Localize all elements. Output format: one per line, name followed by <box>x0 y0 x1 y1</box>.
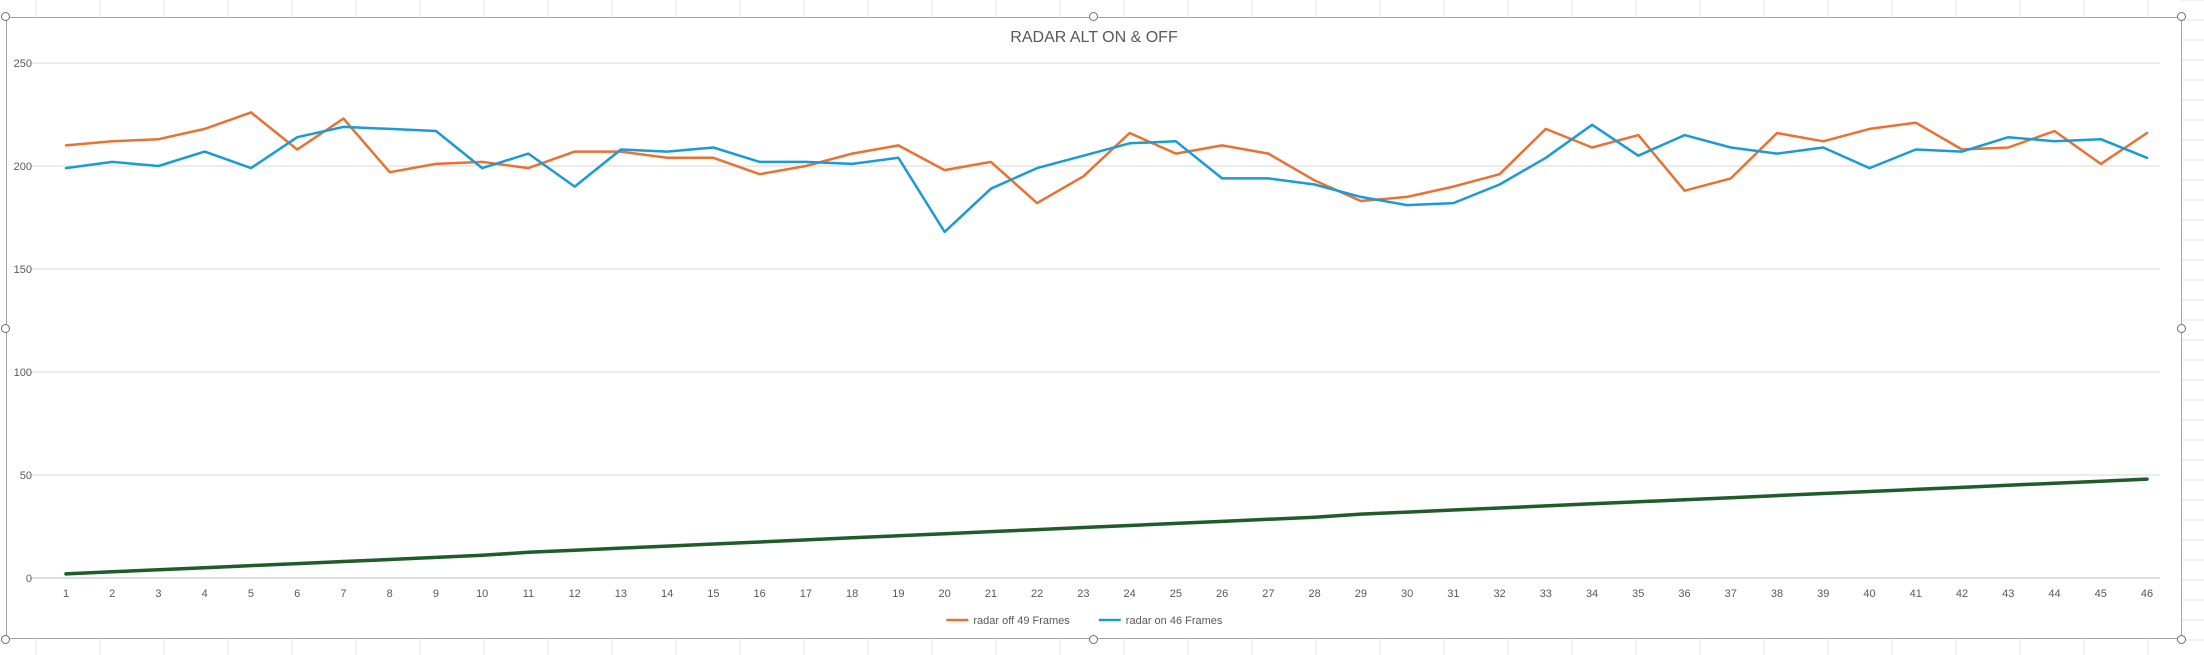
x-tick-label: 32 <box>1493 588 1505 600</box>
x-tick-label: 38 <box>1771 588 1783 600</box>
y-tick-label: 150 <box>14 264 32 276</box>
x-tick-label: 17 <box>800 588 812 600</box>
series-line-radar-on[interactable] <box>64 123 2149 234</box>
resize-handle-bottom-left[interactable] <box>1 635 10 644</box>
x-tick-label: 18 <box>846 588 858 600</box>
x-tick-label: 43 <box>2002 588 2014 600</box>
x-tick-label: 4 <box>202 588 208 600</box>
y-tick-label: 200 <box>14 161 32 173</box>
x-tick-label: 35 <box>1632 588 1644 600</box>
x-tick-label: 26 <box>1216 588 1228 600</box>
x-tick-label: 2 <box>109 588 115 600</box>
x-tick-label: 19 <box>892 588 904 600</box>
series-line-radar-off[interactable] <box>64 111 2149 205</box>
x-tick-label: 22 <box>1031 588 1043 600</box>
x-tick-label: 45 <box>2095 588 2107 600</box>
x-tick-label: 41 <box>1910 588 1922 600</box>
resize-handle-middle-left[interactable] <box>1 324 10 333</box>
x-tick-label: 15 <box>707 588 719 600</box>
series-line-trend[interactable] <box>64 477 2149 576</box>
x-tick-label: 42 <box>1956 588 1968 600</box>
x-tick-label: 34 <box>1586 588 1598 600</box>
resize-handle-top-center[interactable] <box>1089 12 1098 21</box>
chart-title: RADAR ALT ON & OFF <box>1010 29 1178 46</box>
x-tick-label: 6 <box>294 588 300 600</box>
x-tick-label: 40 <box>1863 588 1875 600</box>
data-series <box>64 111 2149 576</box>
x-tick-label: 7 <box>340 588 346 600</box>
x-tick-label: 27 <box>1262 588 1274 600</box>
y-tick-label: 0 <box>26 573 32 585</box>
x-tick-label: 23 <box>1077 588 1089 600</box>
x-tick-label: 21 <box>985 588 997 600</box>
x-tick-label: 8 <box>387 588 393 600</box>
y-axis-tick-labels: 0 50 100 150 200 250 <box>14 58 32 585</box>
x-tick-label: 24 <box>1123 588 1135 600</box>
x-tick-label: 14 <box>661 588 673 600</box>
resize-handle-bottom-right[interactable] <box>2177 635 2186 644</box>
y-tick-label: 100 <box>14 367 32 379</box>
legend-label: radar off 49 Frames <box>973 615 1070 627</box>
x-tick-label: 33 <box>1540 588 1552 600</box>
resize-handle-middle-right[interactable] <box>2177 324 2186 333</box>
legend: radar off 49 Frames radar on 46 Frames <box>946 615 1223 627</box>
x-tick-label: 31 <box>1447 588 1459 600</box>
x-tick-label: 16 <box>754 588 766 600</box>
x-tick-label: 28 <box>1308 588 1320 600</box>
x-tick-label: 44 <box>2048 588 2060 600</box>
chart-area[interactable] <box>6 17 2182 639</box>
x-tick-label: 30 <box>1401 588 1413 600</box>
x-tick-label: 46 <box>2141 588 2153 600</box>
x-tick-label: 1 <box>63 588 69 600</box>
x-tick-label: 9 <box>433 588 439 600</box>
x-tick-label: 25 <box>1170 588 1182 600</box>
x-axis-tick-labels: 1 2 3 4 5 6 7 8 9 10 11 12 13 14 15 16 17 18 19 20 21 22 23 24 2… <box>63 588 2153 600</box>
x-tick-label: 39 <box>1817 588 1829 600</box>
x-tick-label: 20 <box>939 588 951 600</box>
x-tick-label: 12 <box>569 588 581 600</box>
resize-handle-top-left[interactable] <box>1 12 10 21</box>
x-tick-label: 3 <box>155 588 161 600</box>
x-tick-label: 13 <box>615 588 627 600</box>
x-tick-label: 37 <box>1725 588 1737 600</box>
y-tick-label: 250 <box>14 58 32 70</box>
x-tick-label: 29 <box>1355 588 1367 600</box>
x-tick-label: 11 <box>523 588 534 600</box>
gridlines <box>30 62 2160 579</box>
legend-label: radar on 46 Frames <box>1126 615 1223 627</box>
x-tick-label: 36 <box>1678 588 1690 600</box>
x-tick-label: 5 <box>248 588 254 600</box>
y-tick-label: 50 <box>20 470 32 482</box>
resize-handle-top-right[interactable] <box>2177 12 2186 21</box>
resize-handle-bottom-center[interactable] <box>1089 635 1098 644</box>
x-tick-label: 10 <box>476 588 488 600</box>
